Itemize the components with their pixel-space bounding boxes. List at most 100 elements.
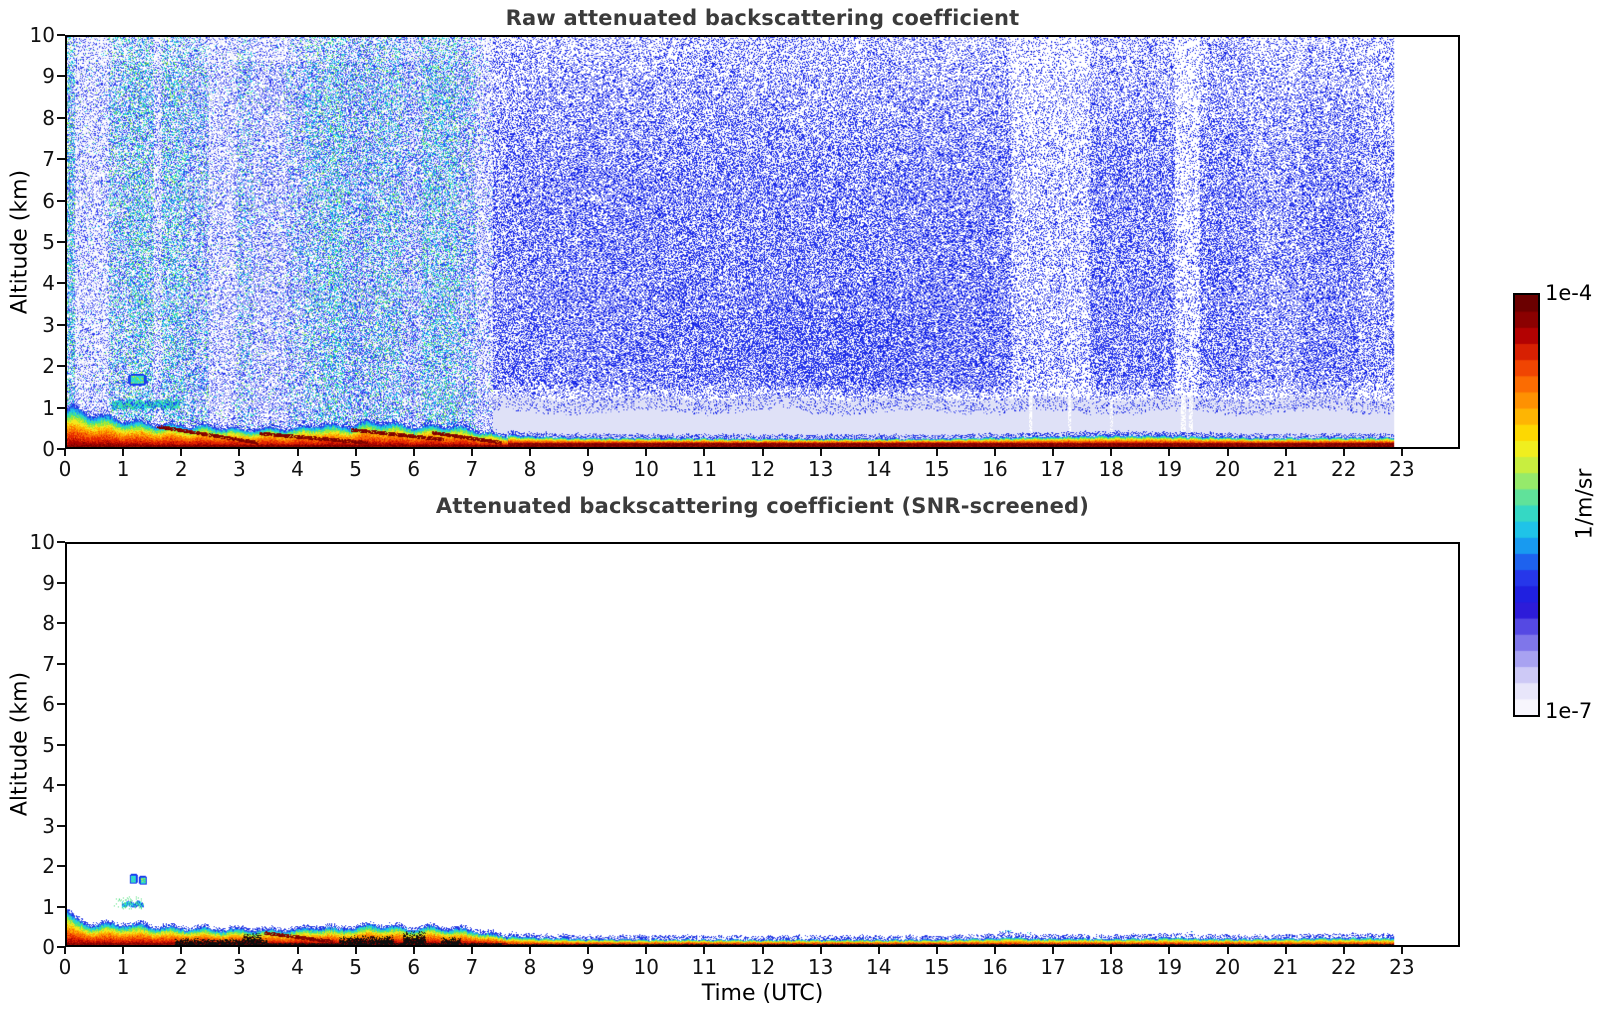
x-tick-mark <box>1052 947 1055 954</box>
x-tick-mark <box>994 449 996 456</box>
x-tick-mark <box>819 449 822 456</box>
x-tick-label: 23 <box>1389 457 1415 481</box>
x-tick-label: 4 <box>291 457 304 481</box>
x-tick-label: 10 <box>633 955 659 979</box>
x-tick-label: 10 <box>633 457 659 481</box>
x-tick-mark <box>1342 449 1345 456</box>
y-tick-label: 3 <box>42 813 55 838</box>
x-tick-label: 6 <box>407 955 421 979</box>
x-tick-mark <box>1226 449 1229 456</box>
x-tick-mark <box>1168 947 1171 954</box>
y-tick-mark <box>57 323 65 326</box>
x-tick-mark <box>180 449 183 456</box>
y-tick-mark <box>57 282 65 285</box>
x-tick-label: 22 <box>1331 457 1357 481</box>
y-tick-mark <box>57 703 65 705</box>
colorbar <box>1513 293 1540 717</box>
y-tick-mark <box>57 406 65 409</box>
x-tick-mark <box>935 449 938 456</box>
y-tick-mark <box>57 622 65 624</box>
y-tick-mark <box>57 581 65 584</box>
y-tick-label: 10 <box>29 530 55 554</box>
y-tick-mark <box>57 241 65 243</box>
x-tick-mark <box>1168 449 1171 456</box>
x-tick-mark <box>180 947 183 954</box>
x-tick-mark <box>1110 947 1113 954</box>
y-tick-label: 5 <box>42 230 55 254</box>
y-tick-mark <box>57 448 65 450</box>
top-panel-title: Raw attenuated backscattering coefficien… <box>505 6 1020 30</box>
x-tick-mark <box>1226 947 1229 954</box>
x-tick-label: 21 <box>1272 457 1299 481</box>
y-tick-label: 7 <box>42 147 55 172</box>
x-tick-mark <box>1110 449 1113 456</box>
x-tick-mark <box>296 947 299 954</box>
x-tick-mark <box>238 449 241 456</box>
x-tick-label: 13 <box>807 955 834 979</box>
x-tick-label: 17 <box>1040 457 1066 481</box>
x-tick-mark <box>470 449 473 456</box>
y-tick-label: 3 <box>42 312 55 337</box>
x-tick-mark <box>1342 947 1345 954</box>
x-tick-mark <box>470 947 473 954</box>
y-tick-mark <box>57 905 65 908</box>
x-tick-mark <box>529 947 531 954</box>
x-tick-label: 6 <box>407 457 421 481</box>
y-tick-mark <box>57 34 65 36</box>
x-tick-label: 11 <box>691 457 718 481</box>
y-tick-mark <box>57 946 65 948</box>
y-tick-label: 2 <box>42 354 55 379</box>
y-tick-label: 6 <box>42 692 55 716</box>
bottom-panel-heatmap-canvas <box>67 544 1458 945</box>
x-tick-label: 20 <box>1214 955 1241 979</box>
x-tick-mark <box>587 947 590 954</box>
x-tick-label: 16 <box>982 457 1008 481</box>
x-tick-mark <box>1400 947 1403 954</box>
x-tick-label: 17 <box>1040 955 1066 979</box>
y-tick-label: 9 <box>42 570 55 595</box>
x-tick-label: 14 <box>866 457 892 481</box>
x-tick-label: 15 <box>924 955 950 979</box>
x-tick-mark <box>238 947 241 954</box>
y-tick-mark <box>57 158 65 161</box>
x-tick-mark <box>122 947 125 954</box>
x-tick-label: 9 <box>581 457 595 481</box>
x-tick-mark <box>412 947 415 954</box>
y-tick-mark <box>57 784 65 786</box>
x-tick-mark <box>1052 449 1055 456</box>
y-tick-label: 0 <box>42 437 55 461</box>
y-tick-mark <box>57 75 65 78</box>
x-tick-label: 12 <box>749 955 776 979</box>
x-tick-label: 21 <box>1272 955 1299 979</box>
bottom-panel-plot-area <box>65 542 1460 947</box>
y-tick-label: 4 <box>42 773 55 797</box>
x-tick-label: 18 <box>1098 955 1124 979</box>
colorbar-min-label: 1e-7 <box>1545 699 1593 723</box>
x-tick-mark <box>354 947 357 954</box>
x-tick-mark <box>296 449 299 456</box>
x-tick-mark <box>877 947 880 954</box>
y-tick-mark <box>57 199 65 202</box>
x-tick-label: 1 <box>116 457 130 481</box>
y-tick-label: 5 <box>42 732 55 757</box>
y-tick-label: 4 <box>42 271 55 296</box>
x-tick-label: 7 <box>465 457 479 481</box>
x-tick-label: 3 <box>233 955 246 979</box>
x-tick-mark <box>1284 947 1287 954</box>
y-tick-mark <box>57 116 65 119</box>
x-tick-label: 20 <box>1214 457 1241 481</box>
x-tick-mark <box>1400 449 1403 456</box>
x-tick-mark <box>645 449 648 456</box>
x-tick-mark <box>1284 449 1287 456</box>
y-tick-label: 1 <box>42 395 55 420</box>
top-panel-heatmap-canvas <box>67 37 1458 447</box>
x-tick-label: 11 <box>691 955 718 979</box>
x-tick-mark <box>122 449 125 456</box>
y-tick-label: 9 <box>42 64 55 89</box>
x-tick-mark <box>761 449 764 456</box>
y-tick-mark <box>57 865 65 867</box>
x-tick-label: 3 <box>233 457 246 481</box>
x-tick-label: 5 <box>349 955 362 979</box>
bottom-panel-title: Attenuated backscattering coefficient (S… <box>435 494 1090 518</box>
y-tick-label: 7 <box>42 651 55 676</box>
